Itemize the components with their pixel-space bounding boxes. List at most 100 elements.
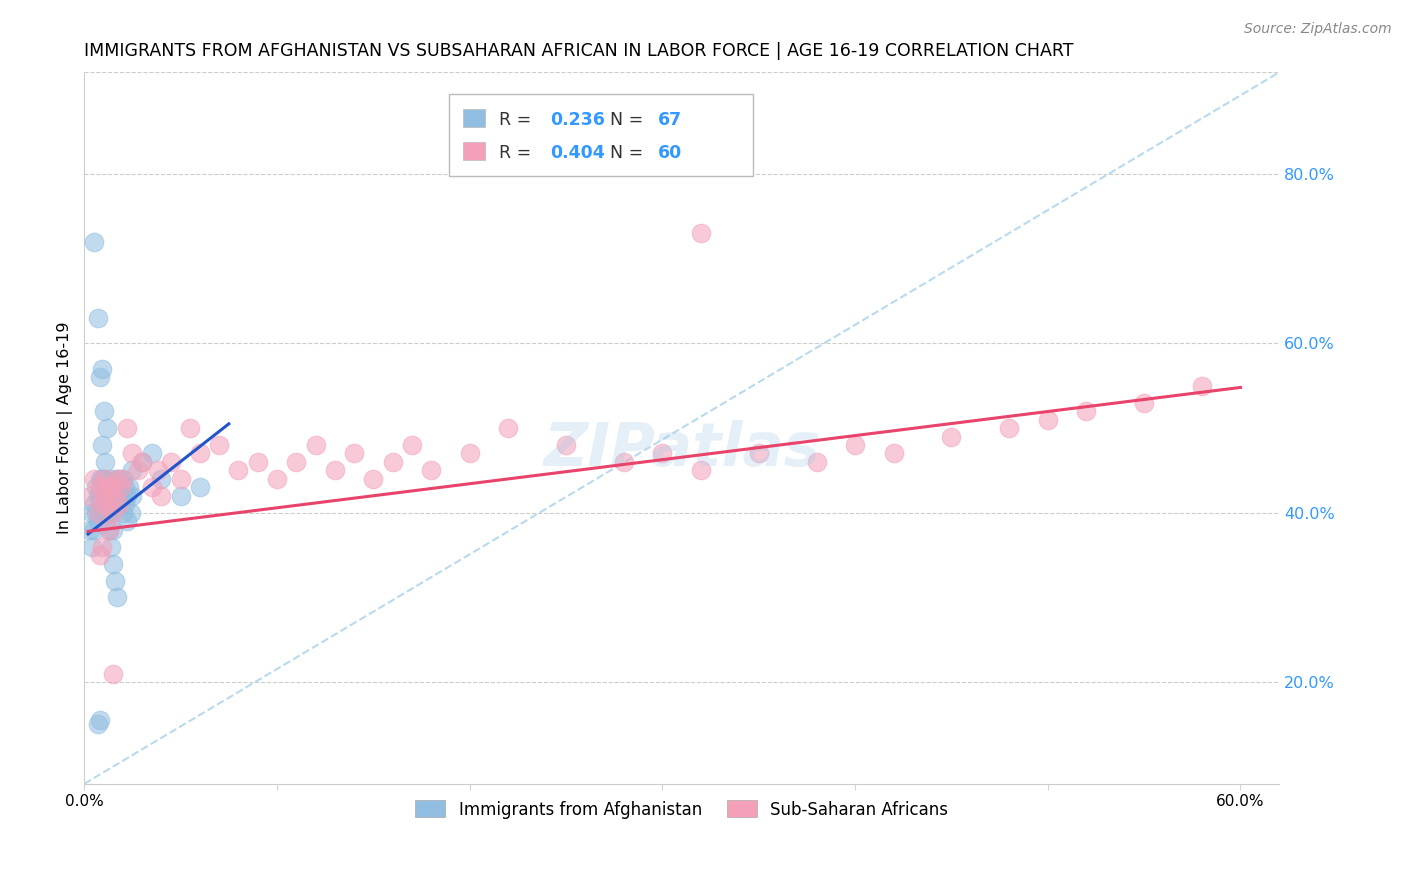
Point	[83, 497, 105, 511]
Point	[806, 455, 828, 469]
Legend: Immigrants from Afghanistan, Sub-Saharan Africans: Immigrants from Afghanistan, Sub-Saharan…	[409, 794, 955, 825]
Point	[120, 506, 142, 520]
Point	[111, 472, 134, 486]
Point	[84, 480, 107, 494]
Point	[150, 489, 173, 503]
Point	[104, 480, 127, 494]
Point	[844, 438, 866, 452]
Point	[108, 472, 131, 486]
Point	[363, 472, 385, 486]
Point	[96, 421, 118, 435]
Point	[105, 472, 128, 486]
Text: Source: ZipAtlas.com: Source: ZipAtlas.com	[1244, 22, 1392, 37]
Point	[323, 463, 346, 477]
Text: 0.236: 0.236	[550, 112, 605, 129]
Text: 60: 60	[658, 144, 682, 161]
Point	[89, 370, 111, 384]
Point	[90, 506, 112, 520]
Point	[89, 489, 111, 503]
Point	[84, 506, 107, 520]
Point	[121, 489, 143, 503]
Point	[115, 489, 138, 503]
Point	[141, 446, 163, 460]
Point	[1076, 404, 1098, 418]
Point	[98, 506, 121, 520]
Point	[114, 497, 136, 511]
Point	[103, 497, 125, 511]
Text: 0.404: 0.404	[550, 144, 605, 161]
Point	[93, 404, 115, 418]
Point	[401, 438, 423, 452]
Point	[90, 497, 112, 511]
Point	[496, 421, 519, 435]
Point	[160, 455, 183, 469]
Point	[110, 480, 132, 494]
FancyBboxPatch shape	[449, 94, 754, 176]
Point	[83, 472, 105, 486]
Point	[98, 523, 121, 537]
Point	[98, 497, 121, 511]
Point	[150, 472, 173, 486]
Point	[79, 523, 101, 537]
Point	[131, 455, 153, 469]
Point	[458, 446, 481, 460]
Point	[613, 455, 636, 469]
Point	[1036, 412, 1059, 426]
Point	[941, 429, 963, 443]
Point	[111, 506, 134, 520]
Point	[103, 666, 125, 681]
Point	[690, 227, 713, 241]
Point	[883, 446, 905, 460]
Point	[104, 489, 127, 503]
Point	[343, 446, 366, 460]
Point	[285, 455, 308, 469]
Point	[748, 446, 770, 460]
Point	[90, 497, 112, 511]
Point	[93, 489, 115, 503]
Point	[555, 438, 578, 452]
Point	[169, 472, 191, 486]
Point	[690, 463, 713, 477]
Point	[115, 514, 138, 528]
Point	[96, 480, 118, 494]
Point	[87, 717, 110, 731]
Point	[1133, 395, 1156, 409]
Point	[94, 472, 117, 486]
Point	[89, 548, 111, 562]
Text: R =: R =	[499, 112, 531, 129]
Point	[98, 523, 121, 537]
Point	[80, 540, 103, 554]
Point	[208, 438, 231, 452]
Text: IMMIGRANTS FROM AFGHANISTAN VS SUBSAHARAN AFRICAN IN LABOR FORCE | AGE 16-19 COR: IMMIGRANTS FROM AFGHANISTAN VS SUBSAHARA…	[84, 42, 1074, 60]
Point	[104, 480, 127, 494]
Point	[103, 557, 125, 571]
Point	[83, 235, 105, 249]
Point	[93, 472, 115, 486]
Point	[651, 446, 673, 460]
Point	[179, 421, 201, 435]
Point	[266, 472, 288, 486]
Point	[94, 455, 117, 469]
Point	[89, 480, 111, 494]
Point	[111, 472, 134, 486]
Text: 67: 67	[658, 112, 682, 129]
Point	[90, 438, 112, 452]
Point	[108, 497, 131, 511]
Point	[89, 472, 111, 486]
Point	[103, 523, 125, 537]
Point	[93, 489, 115, 503]
Point	[146, 463, 169, 477]
FancyBboxPatch shape	[463, 110, 485, 128]
Y-axis label: In Labor Force | Age 16-19: In Labor Force | Age 16-19	[58, 322, 73, 534]
Point	[100, 540, 122, 554]
Point	[100, 506, 122, 520]
Point	[1191, 378, 1213, 392]
Point	[90, 361, 112, 376]
Point	[127, 463, 149, 477]
Point	[96, 480, 118, 494]
Point	[93, 480, 115, 494]
Point	[104, 574, 127, 588]
Point	[121, 446, 143, 460]
Point	[96, 506, 118, 520]
Point	[998, 421, 1021, 435]
